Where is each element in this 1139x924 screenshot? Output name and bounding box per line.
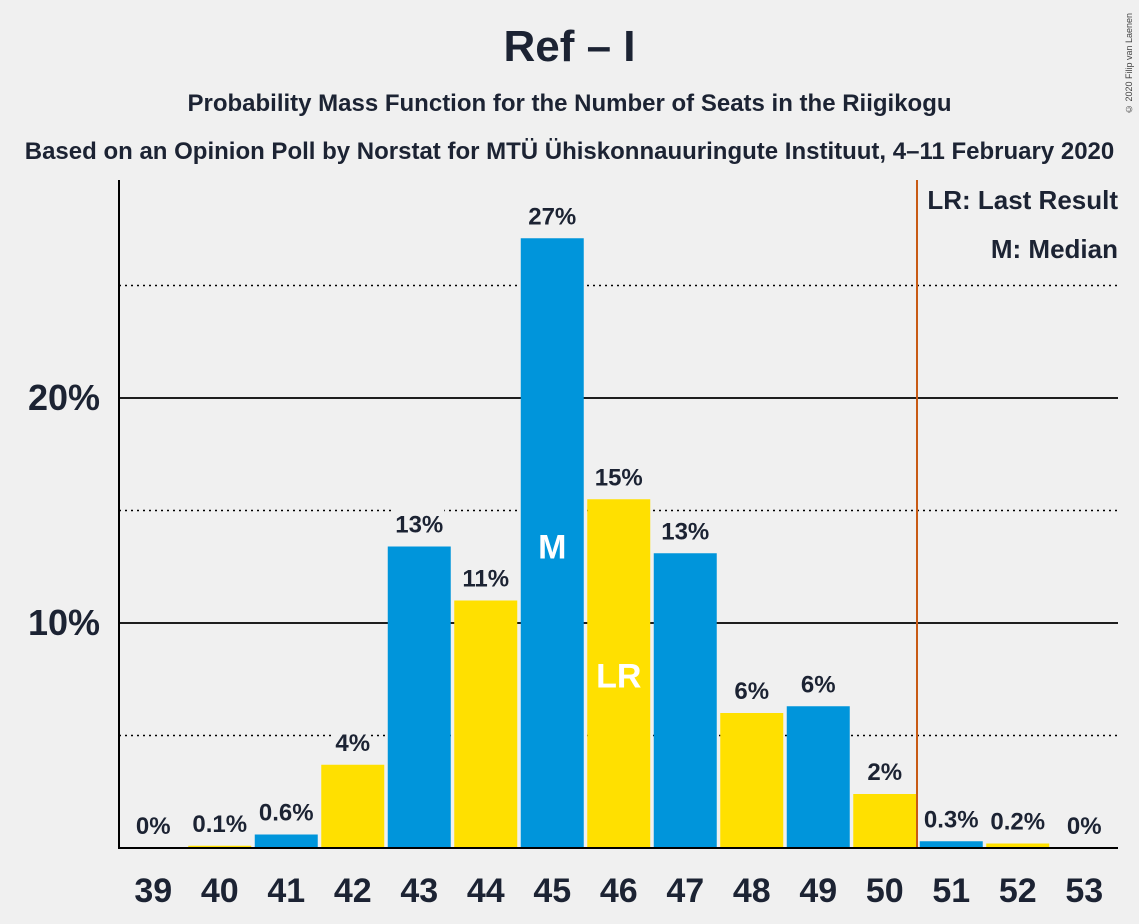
value-label-bg — [919, 803, 984, 834]
value-label: 27% — [528, 203, 576, 230]
value-label: 6% — [734, 678, 769, 705]
value-label-bg — [660, 515, 711, 546]
value-label-bg — [527, 200, 578, 231]
x-tick-label: 48 — [733, 872, 771, 910]
x-tick-label: 41 — [267, 872, 305, 910]
value-label-bg — [394, 508, 445, 539]
bar — [653, 553, 717, 848]
bar — [720, 713, 784, 848]
x-tick-label: 49 — [799, 872, 837, 910]
bar — [919, 841, 983, 848]
bar — [786, 706, 850, 848]
bar — [587, 499, 651, 848]
value-label-bg — [593, 461, 644, 492]
value-label-bg — [254, 796, 319, 827]
chart-title: Ref – I — [503, 22, 636, 71]
bar — [853, 794, 917, 848]
value-label: 15% — [595, 464, 643, 491]
bar — [321, 764, 385, 848]
value-label: 0% — [1067, 813, 1102, 840]
x-tick-label: 46 — [600, 872, 638, 910]
median-marker: M — [538, 528, 566, 566]
y-tick-label: 20% — [28, 377, 100, 418]
x-tick-label: 40 — [201, 872, 239, 910]
chart-subtitle: Probability Mass Function for the Number… — [187, 90, 952, 117]
value-label: 13% — [395, 512, 443, 539]
value-label: 0% — [136, 813, 171, 840]
value-label: 2% — [867, 759, 902, 786]
y-tick-label: 10% — [28, 602, 100, 643]
value-label-bg — [334, 726, 371, 757]
value-label: 6% — [801, 671, 836, 698]
bars — [188, 238, 1050, 848]
x-tick-label: 52 — [999, 872, 1037, 910]
value-label-bg — [135, 810, 172, 840]
value-label: 0.1% — [192, 811, 247, 838]
x-tick-label: 51 — [932, 872, 970, 910]
last-result-marker: LR — [596, 657, 641, 695]
value-label-bg — [460, 562, 511, 593]
value-label: 11% — [462, 566, 509, 593]
value-label: 0.3% — [924, 806, 979, 833]
bar — [188, 845, 252, 848]
value-label: 0.2% — [990, 809, 1045, 836]
value-label-bg — [187, 807, 252, 838]
bar — [387, 546, 451, 848]
x-tick-label: 47 — [666, 872, 704, 910]
x-tick-label: 39 — [134, 872, 172, 910]
x-tick-label: 45 — [533, 872, 571, 910]
value-label: 0.6% — [259, 800, 314, 827]
legend-median: M: Median — [991, 234, 1118, 264]
x-tick-label: 42 — [334, 872, 372, 910]
value-label-bg — [733, 675, 770, 705]
x-tick-label: 50 — [866, 872, 904, 910]
value-label-bg — [800, 668, 837, 699]
value-label-bg — [1066, 810, 1103, 840]
bar — [986, 843, 1050, 848]
value-labels: 0% 0.1% 0.6% 4% 13% 11% 27% 15% 13% 6% 6% 2% 0.3% 0.2… — [135, 200, 1103, 840]
x-tick-label: 44 — [467, 872, 505, 910]
x-tick-label: 43 — [400, 872, 438, 910]
axes: 10% 20% 39 40 41 42 43 44 45 46 47 48 49 50 51 52 53 — [28, 180, 1118, 910]
value-label-bg — [985, 805, 1050, 836]
x-tick-label: 53 — [1065, 872, 1103, 910]
legend-last-result: LR: Last Result — [927, 185, 1118, 215]
value-label: 13% — [661, 518, 709, 545]
bar — [454, 600, 518, 848]
bar — [254, 834, 318, 848]
value-label-bg — [866, 756, 903, 786]
bar — [520, 238, 584, 848]
chart-source: Based on an Opinion Poll by Norstat for … — [24, 138, 1115, 165]
value-label: 4% — [335, 730, 370, 757]
